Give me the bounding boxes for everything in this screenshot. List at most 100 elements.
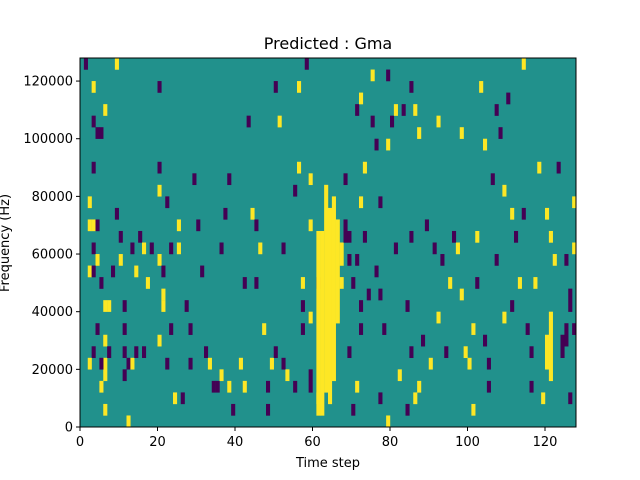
heatmap-cell <box>343 173 348 186</box>
heatmap-cell <box>304 58 309 70</box>
heatmap-cell <box>176 219 181 232</box>
heatmap-cell <box>142 346 147 359</box>
y-tick-label: 120000 <box>23 75 73 90</box>
heatmap-cell <box>343 219 348 243</box>
heatmap-cell <box>293 184 298 197</box>
heatmap-cell <box>188 323 193 335</box>
heatmap-cell <box>355 104 360 116</box>
heatmap-cell <box>111 265 116 278</box>
heatmap-cell <box>161 288 166 301</box>
heatmap-cell <box>444 346 449 359</box>
heatmap-cell <box>568 288 573 312</box>
heatmap-cell <box>204 346 209 359</box>
heatmap-cell <box>552 254 557 266</box>
heatmap-cell <box>359 92 364 105</box>
heatmap-cell <box>479 81 484 93</box>
heatmap-cell <box>452 230 457 243</box>
heatmap-cell <box>130 242 135 255</box>
heatmap-cell <box>483 138 488 151</box>
heatmap-cell <box>502 184 507 197</box>
heatmap-cell <box>273 346 278 359</box>
heatmap-cell <box>107 346 112 359</box>
x-tick-label: 40 <box>227 435 244 450</box>
heatmap-cell <box>378 392 383 405</box>
x-axis: 0 20 40 60 80 100 120 <box>76 427 557 450</box>
heatmap-cell <box>502 311 507 324</box>
heatmap-cell <box>91 346 96 359</box>
heatmap-cell <box>91 81 96 93</box>
heatmap-cell <box>339 242 344 266</box>
heatmap-cell <box>157 254 162 266</box>
heatmap-cell <box>142 242 147 255</box>
heatmap-cell <box>324 184 329 393</box>
heatmap-cell <box>95 323 100 335</box>
chart-title: Predicted : Gma <box>264 34 392 53</box>
heatmap-cell <box>103 334 108 347</box>
heatmap-cell <box>529 346 534 359</box>
heatmap-cell <box>149 242 154 255</box>
heatmap-cell <box>126 357 131 370</box>
heatmap-cell <box>486 357 491 370</box>
heatmap-cell <box>417 380 422 393</box>
heatmap-cell <box>328 207 333 405</box>
heatmap-cell <box>386 138 391 151</box>
heatmap-cell <box>316 230 321 416</box>
heatmap-cell <box>157 184 162 197</box>
heatmap-cell <box>157 334 162 347</box>
heatmap-cell <box>564 323 569 347</box>
heatmap-cell <box>103 369 108 382</box>
x-tick-label: 80 <box>382 435 399 450</box>
heatmap-cell <box>486 380 491 393</box>
heatmap-cell <box>521 58 526 70</box>
heatmap-cell <box>300 323 305 335</box>
heatmap-cell <box>103 104 108 116</box>
heatmap-cell <box>545 207 550 220</box>
heatmap-cells <box>83 58 577 428</box>
heatmap-cell <box>572 242 577 255</box>
heatmap-cell <box>541 392 546 405</box>
heatmap-cell <box>242 277 247 289</box>
heatmap-cell <box>351 403 356 416</box>
heatmap-cell <box>405 403 410 416</box>
heatmap-cell <box>467 357 472 370</box>
heatmap-cell <box>378 196 383 209</box>
heatmap-cell <box>560 334 565 359</box>
y-axis: 0 20000 40000 60000 80000 100000 120000 <box>23 75 80 436</box>
x-axis-label: Time step <box>295 456 360 471</box>
y-tick-label: 100000 <box>23 132 73 147</box>
heatmap-cell <box>397 369 402 382</box>
heatmap-cell <box>339 277 344 289</box>
heatmap-cell <box>455 242 460 255</box>
heatmap-cell <box>211 380 216 393</box>
heatmap-cell <box>393 104 398 116</box>
heatmap-cell <box>308 311 313 324</box>
heatmap-cell <box>428 357 433 370</box>
heatmap-cell <box>525 323 530 335</box>
heatmap-cell <box>134 265 139 278</box>
heatmap-cell <box>537 161 542 174</box>
heatmap-cell <box>196 219 201 232</box>
heatmap-cell <box>238 357 243 370</box>
heatmap-cell <box>510 300 515 312</box>
heatmap-cell <box>510 207 515 220</box>
heatmap-cell <box>347 346 352 359</box>
heatmap-cell <box>99 357 104 370</box>
heatmap-cell <box>219 242 224 255</box>
heatmap-cell <box>103 357 108 370</box>
heatmap-cell <box>99 277 104 289</box>
heatmap-cell <box>533 277 538 289</box>
heatmap-cell <box>331 196 336 382</box>
heatmap-cell <box>382 323 387 335</box>
heatmap-cell <box>459 127 464 139</box>
heatmap-cell <box>269 357 274 370</box>
heatmap-cell <box>347 254 352 266</box>
heatmap-cell <box>459 288 464 301</box>
y-tick-label: 80000 <box>32 190 73 205</box>
heatmap-cell <box>126 415 131 428</box>
heatmap-cell <box>545 334 550 370</box>
heatmap-cell <box>370 69 375 82</box>
heatmap-cell <box>169 323 174 335</box>
heatmap-cell <box>568 392 573 405</box>
heatmap-cell <box>374 265 379 278</box>
heatmap-cell <box>87 196 92 209</box>
